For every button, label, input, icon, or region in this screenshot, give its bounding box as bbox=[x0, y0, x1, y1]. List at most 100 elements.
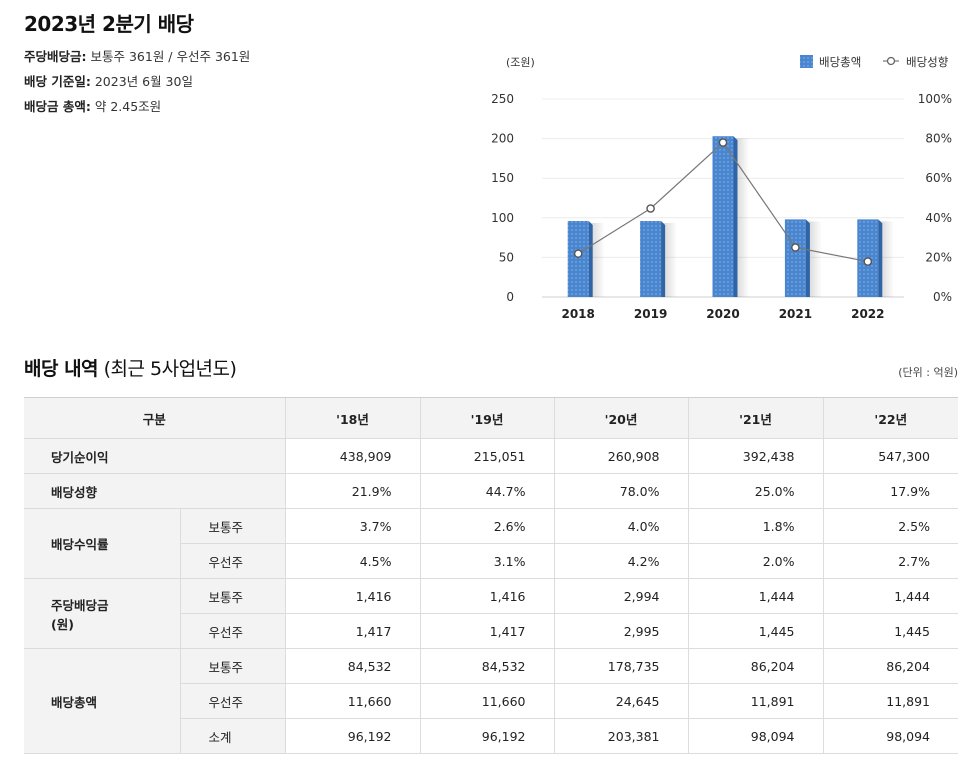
table-cell: 1,445 bbox=[822, 613, 958, 649]
bar-side bbox=[661, 220, 666, 297]
left-axis-unit: (조원) bbox=[506, 56, 535, 69]
section-title-sub: (최근 5사업년도) bbox=[103, 358, 237, 380]
table-cell: 547,300 bbox=[822, 438, 958, 474]
row-label-yield: 배당수익률 bbox=[24, 508, 180, 579]
table-cell: 96,192 bbox=[284, 718, 420, 754]
table-cell: 11,891 bbox=[822, 683, 958, 719]
row-label-payout-ratio: 배당성향 bbox=[24, 473, 285, 509]
row-sublabel: 우선주 bbox=[179, 683, 285, 719]
bar-shadow bbox=[588, 222, 605, 297]
y-left-tick-label: 250 bbox=[491, 92, 514, 106]
bar-2019 bbox=[640, 220, 662, 297]
table-cell: 44.7% bbox=[419, 473, 554, 509]
table-cell: 11,660 bbox=[284, 683, 420, 719]
row-sublabel: 보통주 bbox=[179, 508, 285, 544]
bar-side bbox=[805, 219, 810, 297]
summary-label: 주당배당금: bbox=[24, 49, 87, 64]
row-sublabel: 소계 bbox=[179, 718, 285, 754]
summary-value: 2023년 6월 30일 bbox=[94, 74, 193, 89]
table-cell: 11,891 bbox=[687, 683, 823, 719]
dividend-summary: 주당배당금: 보통주 361원 / 우선주 361원 배당 기준일: 2023년… bbox=[24, 48, 250, 123]
line-point-2020 bbox=[718, 138, 728, 147]
header-year: '18년 bbox=[284, 397, 420, 439]
bar-side bbox=[588, 220, 593, 297]
bar-2020 bbox=[712, 136, 734, 297]
table-cell: 438,909 bbox=[284, 438, 420, 474]
table-row: 소계 96,192 96,192 203,381 98,094 98,094 bbox=[24, 718, 958, 754]
y-right-tick-label: 60% bbox=[925, 171, 952, 185]
row-sublabel: 보통주 bbox=[179, 578, 285, 614]
unit-note: (단위 : 억원) bbox=[898, 366, 958, 379]
row-label-total: 배당총액 bbox=[24, 648, 180, 754]
chart-legend: 배당총액 배당성향 bbox=[800, 55, 949, 69]
x-tick-label: 2021 bbox=[779, 307, 812, 321]
table-cell: 1,416 bbox=[284, 578, 420, 614]
table-cell: 203,381 bbox=[553, 718, 688, 754]
table-cell: 17.9% bbox=[822, 473, 958, 509]
x-tick-label: 2022 bbox=[851, 307, 884, 321]
row-sublabel: 보통주 bbox=[179, 648, 285, 684]
summary-label: 배당금 총액: bbox=[24, 99, 91, 114]
table-cell: 2.6% bbox=[419, 508, 554, 544]
table-cell: 178,735 bbox=[553, 648, 688, 684]
summary-record-date: 배당 기준일: 2023년 6월 30일 bbox=[24, 73, 250, 98]
table-cell: 86,204 bbox=[687, 648, 823, 684]
dividend-chart: (조원) 배당총액 배당성향 0 50 100 150 200 250 0% 20% 40% 60… bbox=[486, 48, 966, 338]
line-point-2019 bbox=[646, 204, 655, 213]
bar-2018 bbox=[567, 220, 589, 297]
legend-line-marker bbox=[886, 56, 896, 66]
summary-total: 배당금 총액: 약 2.45조원 bbox=[24, 98, 250, 123]
header-category: 구분 bbox=[24, 397, 285, 439]
y-left-tick-label: 50 bbox=[499, 250, 514, 264]
legend-line-label: 배당성향 bbox=[906, 55, 949, 69]
bar-2021 bbox=[784, 219, 806, 297]
table-cell: 98,094 bbox=[822, 718, 958, 754]
y-left-tick-label: 100 bbox=[491, 211, 514, 225]
row-label-dps: 주당배당금 (원) bbox=[24, 578, 180, 649]
table-cell: 3.7% bbox=[284, 508, 420, 544]
line-point-2022 bbox=[863, 257, 873, 266]
table-cell: 1,417 bbox=[419, 613, 554, 649]
table-cell: 2,994 bbox=[553, 578, 688, 614]
bar-side bbox=[878, 219, 883, 297]
table-cell: 215,051 bbox=[419, 438, 554, 474]
summary-value: 보통주 361원 / 우선주 361원 bbox=[90, 49, 251, 64]
x-tick-label: 2019 bbox=[634, 307, 667, 321]
bar-shadow bbox=[805, 221, 822, 297]
row-label-dps-line2: (원) bbox=[51, 616, 74, 632]
page-title: 2023년 2분기 배당 bbox=[24, 12, 194, 36]
table-cell: 24,645 bbox=[553, 683, 688, 719]
table-row: 당기순이익 438,909 215,051 260,908 392,438 54… bbox=[24, 438, 958, 474]
y-right-tick-label: 100% bbox=[918, 92, 952, 106]
table-cell: 1.8% bbox=[687, 508, 823, 544]
section-title-main: 배당 내역 bbox=[24, 358, 99, 380]
y-right-tick-label: 20% bbox=[925, 250, 952, 264]
table-cell: 4.2% bbox=[553, 543, 688, 579]
table-row: 우선주 4.5% 3.1% 4.2% 2.0% 2.7% bbox=[24, 543, 958, 579]
table-cell: 96,192 bbox=[419, 718, 554, 754]
legend-bar-swatch bbox=[800, 55, 813, 68]
table-cell: 392,438 bbox=[687, 438, 823, 474]
table-cell: 84,532 bbox=[419, 648, 554, 684]
table-cell: 1,444 bbox=[687, 578, 823, 614]
y-right-tick-label: 40% bbox=[925, 211, 952, 225]
row-label-dps-line1: 주당배당금 bbox=[51, 597, 109, 613]
summary-value: 약 2.45조원 bbox=[94, 99, 162, 114]
table-cell: 2.7% bbox=[822, 543, 958, 579]
dividend-chart-svg: (조원) 배당총액 배당성향 0 50 100 150 200 250 0% 20% 40% 60… bbox=[491, 55, 952, 321]
y-left-tick-label: 200 bbox=[491, 132, 514, 146]
header-year: '19년 bbox=[419, 397, 554, 439]
line-point-2018 bbox=[573, 249, 583, 258]
section-title: 배당 내역 (최근 5사업년도) bbox=[24, 354, 237, 381]
table-cell: 86,204 bbox=[822, 648, 958, 684]
header-year: '20년 bbox=[553, 397, 688, 439]
table-cell: 1,445 bbox=[687, 613, 823, 649]
table-cell: 1,417 bbox=[284, 613, 420, 649]
table-cell: 1,416 bbox=[419, 578, 554, 614]
table-row: 배당수익률 보통주 3.7% 2.6% 4.0% 1.8% 2.5% bbox=[24, 508, 958, 579]
summary-label: 배당 기준일: bbox=[24, 74, 91, 89]
table-cell: 25.0% bbox=[687, 473, 823, 509]
row-sublabel: 우선주 bbox=[179, 613, 285, 649]
table-cell: 78.0% bbox=[553, 473, 688, 509]
summary-dps: 주당배당금: 보통주 361원 / 우선주 361원 bbox=[24, 48, 250, 73]
